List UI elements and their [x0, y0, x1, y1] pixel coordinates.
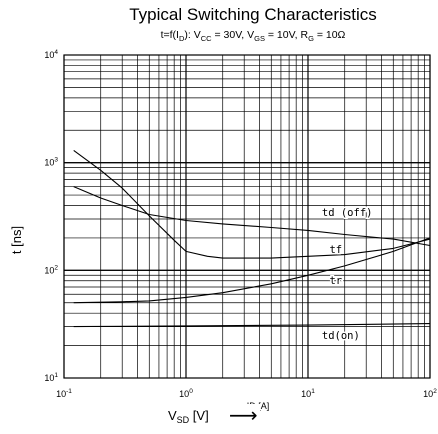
x-tick-label: 100 [179, 388, 193, 399]
series-line [73, 237, 431, 304]
x-tick-label: 10-1 [56, 388, 72, 399]
chart-title: Typical Switching Characteristics [129, 5, 377, 24]
series-line [73, 323, 431, 328]
series-line [73, 186, 431, 247]
x-axis-arrow: ⟶ [229, 403, 258, 427]
x-tick-label: 101 [301, 388, 315, 399]
x-axis-label-backdrop [160, 404, 260, 434]
series-line [73, 149, 431, 259]
y-tick-label: 102 [44, 264, 58, 275]
grid [63, 54, 431, 379]
series-label: tf [329, 244, 342, 256]
series-label: td (off) [322, 207, 373, 219]
plot-frame [63, 54, 431, 379]
x-axis-label: VSD [V] [168, 408, 209, 425]
series-label: tr [329, 275, 342, 287]
x-tick-label: 102 [423, 388, 437, 399]
y-tick-label: 103 [44, 157, 58, 168]
tick-labels: 10-1 100 101 102 101 102 103 104 [44, 49, 437, 399]
y-tick-label: 101 [44, 372, 58, 383]
series-group: td (off) tf tr td(on) [73, 149, 431, 344]
y-axis-label: t [ns] [9, 226, 24, 254]
chart-subtitle: t=f(ID): VCC = 30V, VGS = 10V, RG = 10Ω [161, 29, 346, 43]
series-label: td(on) [322, 330, 360, 342]
y-tick-label: 104 [44, 49, 58, 60]
